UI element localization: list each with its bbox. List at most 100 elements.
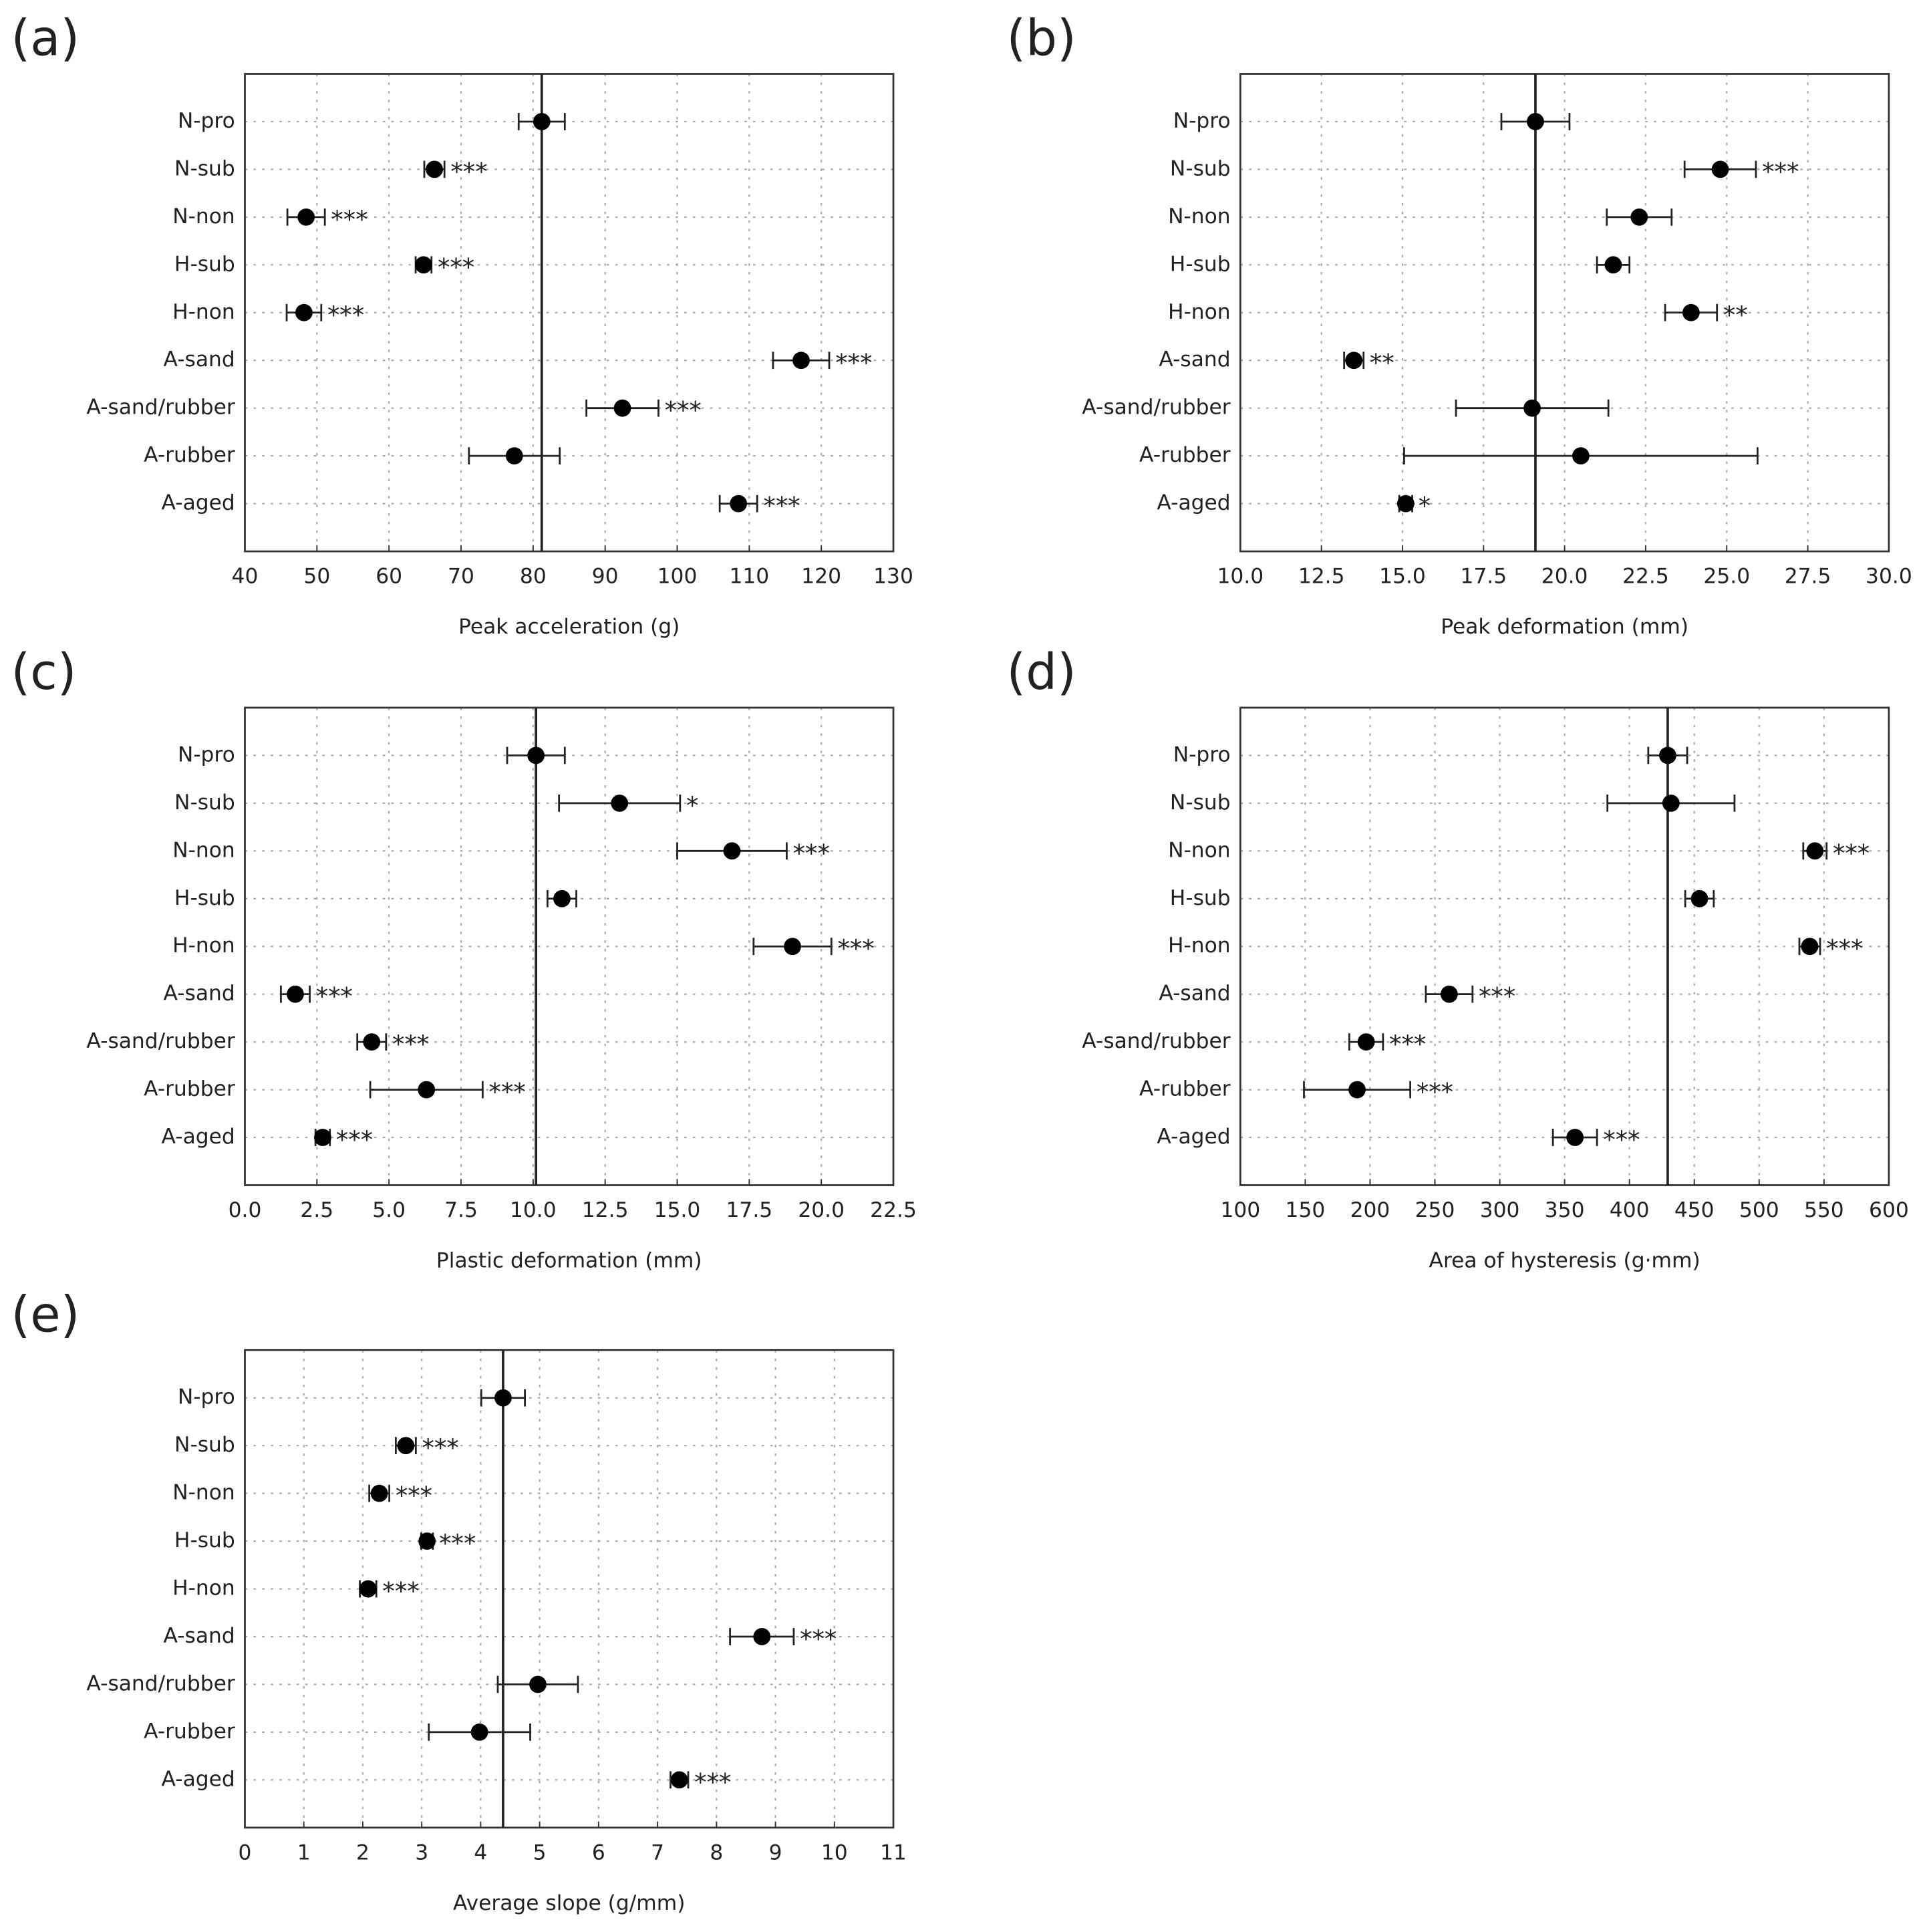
significance: *** [489, 1078, 526, 1107]
point [784, 938, 801, 956]
plot-frame [244, 706, 895, 1186]
significance: *** [392, 1030, 429, 1059]
x-tick-label: 250 [1415, 1198, 1455, 1222]
plot-frame [244, 1349, 895, 1829]
point [297, 208, 315, 226]
point [415, 256, 432, 274]
x-tick-label: 17.5 [1460, 565, 1507, 589]
y-tick-label: A-rubber [144, 1719, 235, 1744]
x-tick-label: 600 [1869, 1198, 1909, 1222]
significance: *** [835, 348, 872, 377]
x-tick-label: 22.5 [1622, 565, 1669, 589]
x-tick-label: 22.5 [870, 1198, 917, 1222]
point [1572, 447, 1590, 465]
significance: *** [327, 301, 364, 329]
y-tick-label: N-pro [178, 109, 235, 133]
x-tick-label: 12.5 [582, 1198, 629, 1222]
x-tick-label: 10 [821, 1841, 848, 1865]
y-tick-label: N-sub [1170, 791, 1231, 815]
point [295, 303, 313, 321]
point [1527, 113, 1544, 130]
y-tick-label: N-pro [178, 1385, 235, 1409]
x-tick-label: 120 [801, 565, 841, 589]
point [611, 794, 629, 812]
significance: ** [1723, 301, 1748, 329]
point [470, 1723, 488, 1741]
x-axis-label: Average slope (g/mm) [453, 1891, 686, 1915]
y-tick-label: N-non [1168, 838, 1231, 862]
significance: *** [694, 1768, 731, 1796]
point [1662, 794, 1680, 812]
x-tick-label: 11 [880, 1841, 907, 1865]
plot-frame [1239, 73, 1890, 553]
significance: *** [665, 396, 702, 425]
point [1357, 1033, 1375, 1051]
x-tick-label: 7 [651, 1841, 664, 1865]
x-tick-label: 6 [592, 1841, 605, 1865]
y-tick-label: N-sub [174, 156, 235, 180]
x-tick-label: 350 [1545, 1198, 1585, 1222]
significance: *** [316, 982, 353, 1011]
y-tick-label: N-non [1168, 204, 1231, 229]
y-tick-label: A-aged [1157, 1125, 1230, 1149]
panel-label: (d) [1006, 644, 1076, 701]
point [397, 1437, 415, 1455]
plot-frame [1239, 706, 1890, 1186]
point [553, 889, 571, 908]
x-axis-label: Peak acceleration (g) [458, 615, 680, 639]
x-tick-label: 17.5 [726, 1198, 773, 1222]
x-tick-label: 40 [232, 565, 259, 589]
x-tick-label: 2.5 [300, 1198, 333, 1222]
x-tick-label: 25.0 [1703, 565, 1750, 589]
point [1630, 208, 1648, 226]
point [287, 985, 304, 1003]
point [613, 399, 631, 417]
x-tick-label: 15.0 [654, 1198, 701, 1222]
point [359, 1580, 377, 1598]
y-tick-label: A-aged [162, 1767, 235, 1791]
panel-label: (a) [11, 11, 80, 67]
point [753, 1628, 771, 1645]
point [1690, 889, 1709, 908]
panel-label: (c) [11, 644, 77, 701]
point [1440, 985, 1458, 1003]
x-tick-label: 300 [1480, 1198, 1520, 1222]
x-tick-label: 20.0 [1541, 565, 1588, 589]
y-tick-label: A-sand [1159, 348, 1230, 372]
significance: *** [438, 253, 474, 281]
point [1523, 399, 1541, 417]
x-tick-label: 80 [520, 565, 547, 589]
significance: *** [1417, 1078, 1453, 1107]
x-tick-label: 20.0 [798, 1198, 845, 1222]
point [1801, 938, 1819, 956]
y-tick-label: A-sand/rubber [86, 396, 235, 420]
point [1566, 1129, 1584, 1146]
point [370, 1484, 388, 1502]
significance: * [1419, 492, 1431, 521]
point [1682, 303, 1700, 321]
significance: *** [396, 1482, 432, 1510]
significance: *** [331, 205, 367, 234]
panel-label: (e) [11, 1286, 80, 1343]
y-tick-label: H-sub [1170, 886, 1231, 910]
x-tick-label: 12.5 [1298, 565, 1345, 589]
point [533, 113, 551, 130]
point [1659, 746, 1676, 765]
x-tick-label: 10.0 [1217, 565, 1264, 589]
y-tick-label: H-non [172, 934, 235, 958]
panel-label: (b) [1006, 11, 1076, 67]
y-tick-label: A-sand [1159, 982, 1230, 1006]
x-tick-label: 2 [356, 1841, 369, 1865]
y-tick-label: H-non [1168, 934, 1231, 958]
x-tick-label: 400 [1610, 1198, 1650, 1222]
y-tick-label: N-sub [1170, 156, 1231, 180]
significance: *** [793, 839, 830, 867]
point [1604, 256, 1622, 274]
y-tick-label: A-aged [1157, 491, 1230, 515]
x-tick-label: 4 [474, 1841, 487, 1865]
y-tick-label: A-sand/rubber [86, 1029, 235, 1053]
x-tick-label: 0.0 [229, 1198, 262, 1222]
point [1396, 495, 1415, 513]
x-tick-label: 200 [1350, 1198, 1390, 1222]
